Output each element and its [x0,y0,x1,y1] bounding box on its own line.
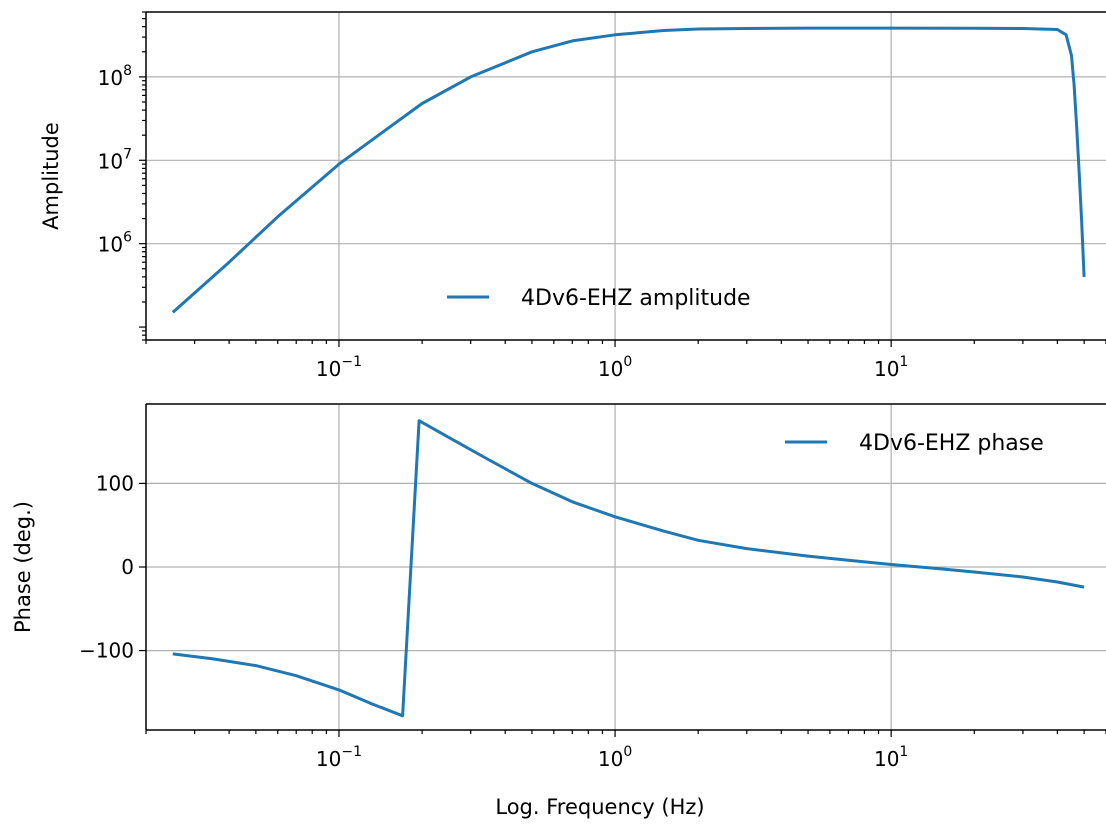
y-tick-label: 0 [121,555,134,579]
data-point [1065,34,1067,36]
data-point [973,27,975,29]
x-tick-label: 101 [874,354,908,381]
series-line [171,26,1086,314]
data-point [1076,126,1078,128]
data-point [1056,581,1058,583]
data-point [1083,586,1085,588]
data-point [890,563,892,565]
y-tick-label: 106 [98,230,132,257]
data-point [1070,54,1072,56]
data-point [488,459,490,461]
data-point [255,664,257,666]
data-point [1056,28,1058,30]
data-point [295,674,297,676]
amplitude-axes: 10−1 100 101 106 107 108 Amplitude 4Dv6-EHZ amp… [39,11,1106,381]
data-point [531,482,533,484]
data-point [448,436,450,438]
data-point [1073,84,1075,86]
data-point [662,530,664,532]
y-tick-label: 107 [98,146,132,173]
data-point [697,28,699,30]
data-point [614,516,616,518]
x-tick-label: 10−1 [316,744,362,771]
data-point [338,163,340,165]
y-tick-label: 100 [96,471,134,495]
y-tick-label: 108 [98,63,132,90]
data-point [571,501,573,503]
x-tick-label: 100 [598,354,632,381]
data-point [746,27,748,29]
data-point [172,311,174,313]
y-axis-label: Amplitude [39,122,63,230]
data-point [338,689,340,691]
data-point [939,567,941,569]
data-point [890,27,892,29]
data-point [418,420,420,422]
data-point [614,34,616,36]
data-point [746,547,748,549]
data-point [847,559,849,561]
data-point [807,555,809,557]
y-axis-label: Phase (deg.) [11,501,35,633]
data-point [369,702,371,704]
data-point [1083,276,1085,278]
series-line [172,419,1085,718]
data-point [571,40,573,42]
data-point [386,127,388,129]
data-point [228,261,230,263]
data-point [973,571,975,573]
data-point [1022,27,1024,29]
x-tick-label: 10−1 [316,354,362,381]
data-point [277,216,279,218]
x-axis-label: Log. Frequency (Hz) [495,795,704,819]
data-point [172,653,174,655]
data-point [531,51,533,53]
data-point [401,715,403,717]
phase-axes: 10−1 100 101 −100 0 100 Phase (deg.) Log. Frequ… [11,403,1106,819]
data-point [212,658,214,660]
legend-label: 4Dv6-EHZ amplitude [521,286,751,311]
x-tick-label: 100 [598,744,632,771]
data-point [662,29,664,31]
data-point [697,539,699,541]
data-point [807,27,809,29]
x-tick-label: 101 [874,744,908,771]
data-point [1022,576,1024,578]
data-point [470,76,472,78]
data-point [1078,172,1080,174]
data-point [421,102,423,104]
data-point [1081,221,1083,223]
legend-label: 4Dv6-EHZ phase [859,431,1044,456]
y-tick-label: −100 [79,639,134,663]
